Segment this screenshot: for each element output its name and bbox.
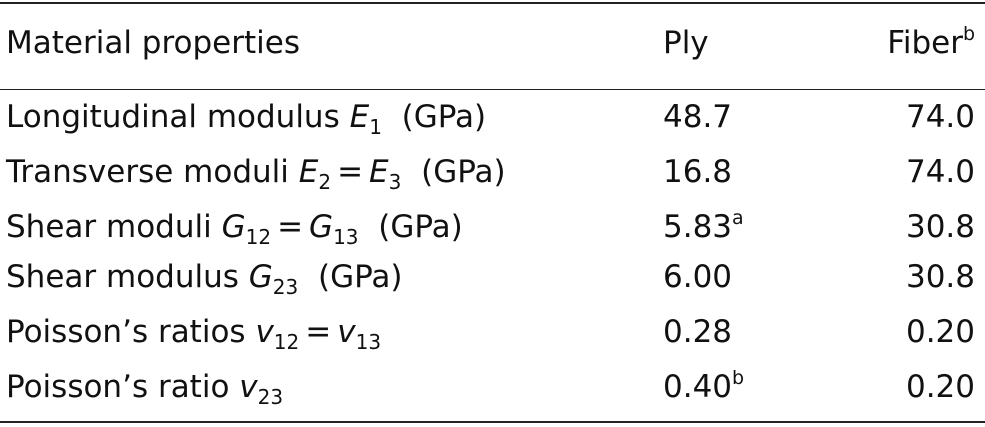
symbol: E [349, 99, 370, 135]
symbol: v [239, 369, 258, 405]
unit: (GPa) [421, 154, 506, 190]
property-name: Transverse moduli [6, 154, 289, 190]
table-row: Shear moduli G12 = G13 (GPa) 5.83a 30.8 [0, 200, 985, 254]
symbol-subscript: 23 [272, 275, 299, 299]
header-fiber-footnote: b [962, 23, 975, 45]
fiber-value: 0.20 [905, 314, 975, 350]
top-rule [0, 2, 985, 4]
header-material-properties: Material properties [6, 25, 300, 61]
property-name: Shear modulus [6, 259, 239, 295]
ply-number: 6.00 [663, 259, 733, 295]
property-name: Shear moduli [6, 209, 212, 245]
unit: (GPa) [317, 259, 403, 295]
fiber-value: 74.0 [905, 99, 975, 135]
header-fiber-label: Fiber [887, 25, 963, 61]
unit: (GPa) [401, 99, 487, 135]
symbol: G [221, 209, 246, 245]
symbol-2-subscript: 3 [388, 170, 402, 194]
table-row: Transverse moduli E2 = E3 (GPa) 16.8 74.0 [0, 145, 985, 199]
symbol-2-subscript: 13 [355, 330, 382, 354]
ply-footnote: a [732, 207, 744, 229]
fiber-value: 30.8 [905, 209, 975, 245]
property-cell: Poisson’s ratio v23 [6, 360, 283, 414]
ply-value: 48.7 [663, 90, 732, 144]
equals-sign: = [277, 209, 304, 245]
ply-number: 5.83 [663, 209, 733, 245]
header-rule [0, 89, 985, 90]
ply-value: 5.83a [663, 200, 744, 254]
header-ply: Ply [663, 25, 709, 61]
table-row: Shear modulus G23 (GPa) 6.00 30.8 [0, 250, 985, 304]
fiber-value: 30.8 [905, 259, 975, 295]
property-cell: Longitudinal modulus E1 (GPa) [6, 90, 486, 144]
symbol-2: E [369, 154, 389, 190]
fiber-value: 74.0 [905, 154, 975, 190]
property-cell: Poisson’s ratios v12 = v13 [6, 305, 381, 359]
bottom-rule [0, 421, 985, 423]
fiber-value: 0.20 [905, 369, 975, 405]
symbol-subscript: 23 [257, 385, 284, 409]
ply-number: 16.8 [663, 154, 733, 190]
ply-number: 48.7 [663, 99, 733, 135]
property-cell: Shear moduli G12 = G13 (GPa) [6, 200, 463, 254]
symbol-subscript: 12 [273, 330, 300, 354]
ply-number: 0.40 [663, 369, 733, 405]
ply-value: 0.40b [663, 360, 744, 414]
ply-value: 6.00 [663, 250, 732, 304]
symbol-subscript: 2 [318, 170, 332, 194]
property-cell: Shear modulus G23 (GPa) [6, 250, 402, 304]
symbol-2: G [309, 209, 334, 245]
table-row: Poisson’s ratios v12 = v13 0.28 0.20 [0, 305, 985, 359]
header-fiber: Fiberb [887, 16, 975, 70]
ply-value: 0.28 [663, 305, 732, 359]
ply-value: 16.8 [663, 145, 732, 199]
property-name: Longitudinal modulus [6, 99, 340, 135]
symbol: E [298, 154, 319, 190]
symbol: G [248, 259, 273, 295]
table-header-row: Material properties Ply Fiberb [0, 16, 985, 70]
table-row: Poisson’s ratio v23 0.40b 0.20 [0, 360, 985, 414]
ply-footnote: b [732, 367, 745, 389]
equals-sign: = [305, 314, 332, 350]
symbol-2: v [337, 314, 356, 350]
property-name: Poisson’s ratio [6, 369, 230, 405]
symbol-2-subscript: 13 [333, 225, 359, 249]
symbol: v [255, 314, 274, 350]
unit: (GPa) [378, 209, 463, 245]
property-name: Poisson’s ratios [6, 314, 246, 350]
ply-number: 0.28 [663, 314, 733, 350]
table-row: Longitudinal modulus E1 (GPa) 48.7 74.0 [0, 90, 985, 144]
symbol-subscript: 12 [245, 225, 272, 249]
equals-sign: = [337, 154, 364, 190]
symbol-subscript: 1 [369, 115, 382, 139]
property-cell: Transverse moduli E2 = E3 (GPa) [6, 145, 506, 199]
